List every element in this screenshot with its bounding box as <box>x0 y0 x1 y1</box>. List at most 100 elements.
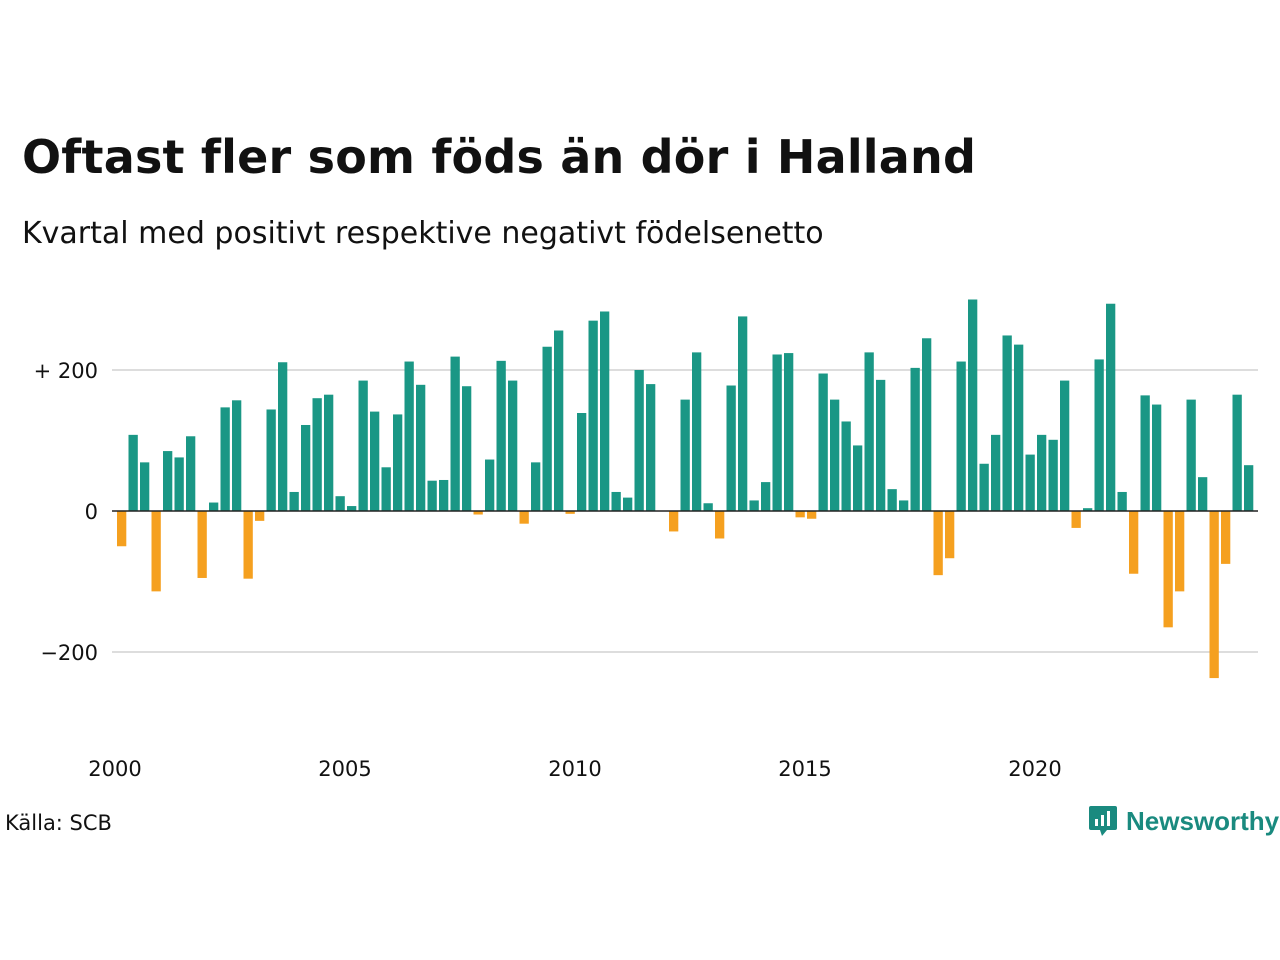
bar-positive <box>1094 359 1104 511</box>
bar-positive <box>358 380 368 511</box>
bar-negative <box>1071 511 1081 528</box>
bar-positive <box>439 479 449 511</box>
brand-name: Newsworthy <box>1126 805 1280 836</box>
x-tick-label: 2000 <box>88 757 141 781</box>
bar-negative <box>117 511 127 547</box>
bar-positive <box>485 459 495 511</box>
bar-positive <box>1025 454 1035 511</box>
bar-positive <box>324 394 334 511</box>
bar-positive <box>818 373 828 511</box>
bar-negative <box>945 511 955 559</box>
bar-positive <box>232 400 242 511</box>
bar-positive <box>289 491 299 511</box>
bar-positive <box>427 480 437 511</box>
bar-positive <box>381 467 391 511</box>
bar-positive <box>853 445 863 511</box>
chart-title: Oftast fler som föds än dör i Halland <box>22 130 977 184</box>
bar-positive <box>347 506 357 511</box>
bar-negative <box>565 511 575 514</box>
bar-negative <box>795 511 805 518</box>
bar-negative <box>933 511 943 576</box>
bar-positive <box>174 457 184 511</box>
bar-positive <box>1117 491 1127 511</box>
bar-positive <box>634 370 644 511</box>
bar-chart: + 200 0 −200 2000 2005 2010 2015 2020 <box>34 299 1258 781</box>
bar-positive <box>416 384 426 511</box>
y-tick-label: + 200 <box>34 359 98 383</box>
bar-positive <box>186 436 196 511</box>
bar-positive <box>1186 399 1196 511</box>
bar-positive <box>784 353 794 511</box>
bar-positive <box>991 434 1001 511</box>
y-axis-labels: + 200 0 −200 <box>34 359 98 665</box>
bar-positive <box>1014 344 1024 511</box>
bar-positive <box>370 411 380 512</box>
bar-negative <box>255 511 265 521</box>
bar-positive <box>703 503 713 511</box>
bar-positive <box>496 360 506 511</box>
bar-positive <box>600 311 610 511</box>
bar-positive <box>956 361 966 511</box>
bar-positive <box>761 482 771 511</box>
bar-positive <box>772 354 782 511</box>
bar-positive <box>1152 404 1162 511</box>
bar-positive <box>531 462 541 511</box>
bar-positive <box>393 414 403 511</box>
bar-positive <box>1106 303 1116 511</box>
x-tick-label: 2020 <box>1008 757 1061 781</box>
bar-positive <box>266 409 276 511</box>
bar-positive <box>508 380 518 511</box>
bar-negative <box>669 511 679 532</box>
bar-positive <box>278 362 288 511</box>
bar-positive <box>692 352 702 512</box>
bar-positive <box>335 496 345 511</box>
bar-positive <box>128 434 138 511</box>
bar-positive <box>979 463 989 511</box>
bar-positive <box>887 489 897 511</box>
newsworthy-logo-icon <box>1089 806 1117 836</box>
bar-positive <box>312 398 322 511</box>
y-tick-label: −200 <box>40 641 98 665</box>
bar-positive <box>1198 477 1208 511</box>
bar-positive <box>220 407 230 511</box>
bar-positive <box>611 491 621 511</box>
x-tick-label: 2015 <box>778 757 831 781</box>
x-axis-labels: 2000 2005 2010 2015 2020 <box>88 757 1061 781</box>
bar-positive <box>864 352 874 512</box>
bar-positive <box>140 462 150 511</box>
chart-subtitle: Kvartal med positivt respektive negativt… <box>22 216 824 251</box>
bar-positive <box>450 356 460 511</box>
brand-logo: Newsworthy <box>1088 804 1279 838</box>
bar-negative <box>1175 511 1185 592</box>
bar-positive <box>1048 439 1058 511</box>
bar-positive <box>542 346 552 511</box>
bar-negative <box>807 511 817 519</box>
bar-positive <box>1140 395 1150 511</box>
bar-negative <box>519 511 529 524</box>
bar-positive <box>899 500 909 511</box>
bar-positive <box>1002 335 1012 511</box>
y-tick-label: 0 <box>85 500 98 524</box>
bar-negative <box>1163 511 1173 628</box>
bar-positive <box>623 497 633 511</box>
bar-positive <box>830 399 840 511</box>
bar-positive <box>209 502 219 511</box>
bar-positive <box>1244 465 1254 511</box>
bar-positive <box>680 399 690 511</box>
bar-positive <box>301 424 311 511</box>
bar-positive <box>588 320 598 511</box>
bar-positive <box>738 316 748 511</box>
bar-positive <box>404 361 414 511</box>
bar-positive <box>1083 508 1093 511</box>
bar-negative <box>243 511 253 579</box>
bar-negative <box>197 511 207 578</box>
bar-negative <box>1129 511 1139 574</box>
bar-negative <box>473 511 483 515</box>
bar-positive <box>841 421 851 511</box>
bars <box>117 299 1254 679</box>
x-tick-label: 2010 <box>548 757 601 781</box>
bar-positive <box>749 500 759 511</box>
bar-negative <box>151 511 161 592</box>
bar-positive <box>922 338 932 511</box>
bar-positive <box>554 330 564 511</box>
